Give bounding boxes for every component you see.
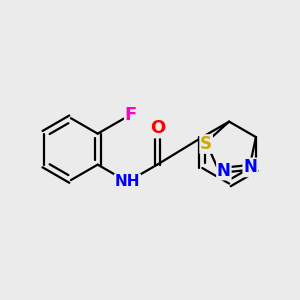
Text: N: N [243,158,257,176]
Text: N: N [217,162,231,180]
Text: O: O [150,119,165,137]
Text: F: F [125,106,137,124]
Text: S: S [200,135,212,153]
Text: NH: NH [115,174,140,189]
